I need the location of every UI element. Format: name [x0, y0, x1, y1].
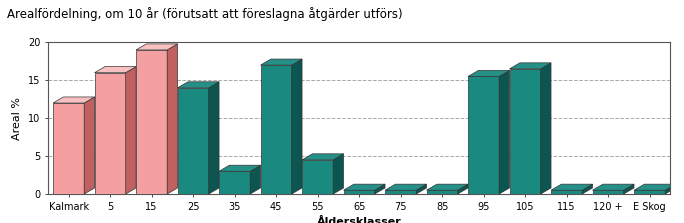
Polygon shape: [540, 63, 551, 194]
Polygon shape: [302, 160, 333, 194]
Polygon shape: [582, 184, 592, 194]
Polygon shape: [261, 59, 302, 65]
Polygon shape: [468, 70, 510, 76]
Polygon shape: [136, 50, 167, 194]
Polygon shape: [261, 65, 291, 194]
Polygon shape: [219, 165, 261, 171]
Polygon shape: [126, 67, 136, 194]
Polygon shape: [385, 190, 416, 194]
Polygon shape: [343, 184, 385, 190]
Polygon shape: [209, 82, 219, 194]
Y-axis label: Areal %: Areal %: [12, 97, 23, 140]
Polygon shape: [592, 190, 624, 194]
Polygon shape: [136, 44, 178, 50]
Polygon shape: [333, 154, 343, 194]
Polygon shape: [291, 59, 302, 194]
Polygon shape: [551, 190, 582, 194]
Polygon shape: [624, 184, 634, 194]
Polygon shape: [302, 154, 343, 160]
Polygon shape: [250, 165, 261, 194]
Polygon shape: [94, 73, 126, 194]
Polygon shape: [94, 67, 136, 73]
Polygon shape: [592, 184, 634, 190]
Polygon shape: [416, 184, 427, 194]
Polygon shape: [634, 190, 665, 194]
Polygon shape: [385, 184, 427, 190]
Polygon shape: [427, 190, 458, 194]
Polygon shape: [84, 97, 94, 194]
Polygon shape: [468, 76, 499, 194]
X-axis label: Åldersklasser: Åldersklasser: [317, 217, 402, 223]
Polygon shape: [634, 184, 676, 190]
Polygon shape: [427, 184, 468, 190]
Polygon shape: [499, 70, 510, 194]
Text: Arealfördelning, om 10 år (förutsatt att föreslagna åtgärder utförs): Arealfördelning, om 10 år (förutsatt att…: [7, 7, 402, 21]
Polygon shape: [178, 82, 219, 88]
Polygon shape: [178, 88, 209, 194]
Polygon shape: [167, 44, 178, 194]
Polygon shape: [53, 97, 94, 103]
Polygon shape: [53, 103, 84, 194]
Polygon shape: [510, 63, 551, 69]
Polygon shape: [510, 69, 540, 194]
Polygon shape: [665, 184, 676, 194]
Polygon shape: [458, 184, 468, 194]
Polygon shape: [375, 184, 385, 194]
Polygon shape: [343, 190, 375, 194]
Polygon shape: [219, 171, 250, 194]
Polygon shape: [551, 184, 592, 190]
